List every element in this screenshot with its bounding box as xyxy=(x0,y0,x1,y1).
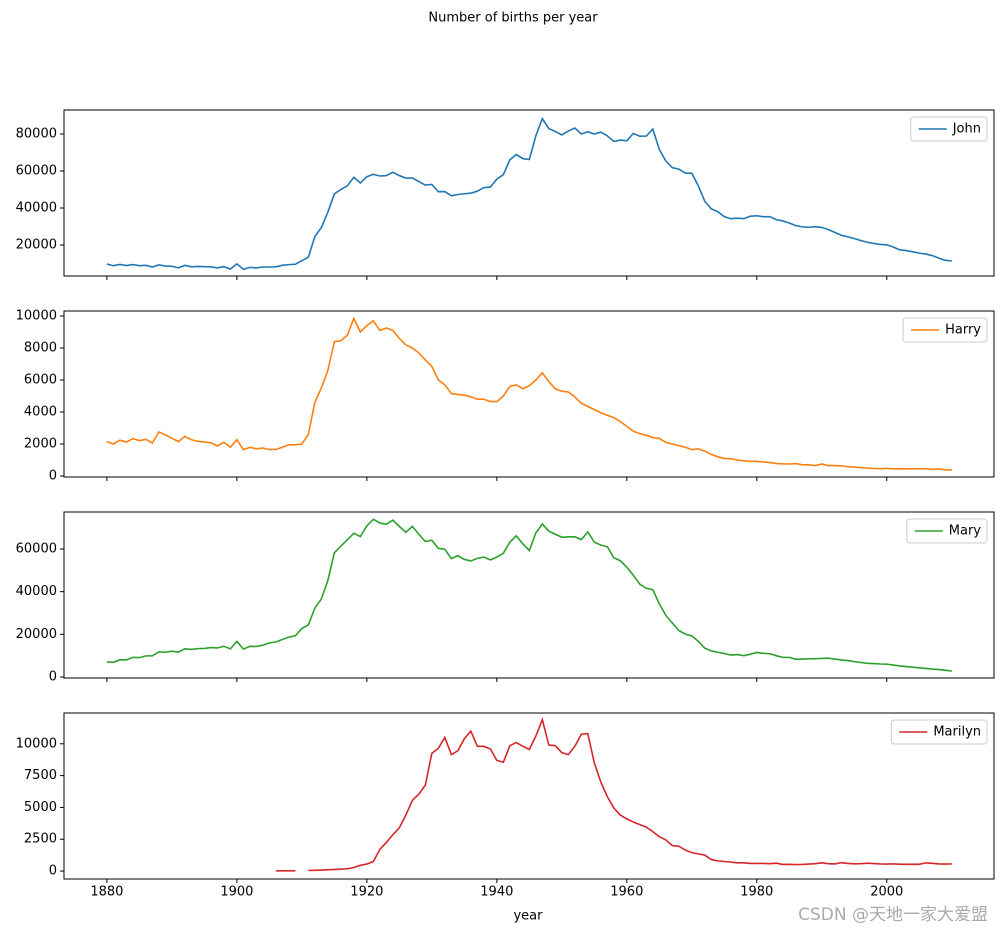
x-tick-label: 1900 xyxy=(220,885,253,900)
y-tick-label: 7500 xyxy=(24,768,57,783)
x-tick-label: 1920 xyxy=(350,885,383,900)
legend-box xyxy=(890,719,988,745)
y-tick-label: 0 xyxy=(49,864,57,879)
y-tick-label: 60000 xyxy=(16,163,57,178)
y-tick-label: 6000 xyxy=(24,372,57,387)
axes-frame xyxy=(63,310,995,478)
y-tick-label: 5000 xyxy=(24,800,57,815)
series-line xyxy=(275,717,952,872)
legend: Marilyn xyxy=(890,719,988,745)
y-tick-label: 40000 xyxy=(16,584,57,599)
x-tick-label: 1940 xyxy=(480,885,513,900)
legend: Harry xyxy=(902,317,988,343)
y-tick-label: 2000 xyxy=(24,437,57,452)
y-tick-label: 2500 xyxy=(24,832,57,847)
legend-box xyxy=(902,317,988,343)
series-line xyxy=(106,116,952,271)
y-tick-label: 8000 xyxy=(24,340,57,355)
y-tick-label: 4000 xyxy=(24,405,57,420)
x-tick-label: 1880 xyxy=(90,885,123,900)
x-axis-label: year xyxy=(513,909,543,924)
legend: John xyxy=(910,116,988,142)
y-tick-label: 20000 xyxy=(16,627,57,642)
legend-label: Harry xyxy=(945,323,981,338)
y-tick-label: 20000 xyxy=(16,237,57,252)
axes-frame xyxy=(63,109,995,277)
x-tick-label: 2000 xyxy=(870,885,903,900)
y-tick-label: 10000 xyxy=(16,308,57,323)
y-tick-label: 0 xyxy=(49,669,57,684)
series-line xyxy=(106,316,952,471)
y-tick-label: 60000 xyxy=(16,541,57,556)
legend-box xyxy=(906,518,988,544)
legend: Mary xyxy=(906,518,988,544)
legend-label: Mary xyxy=(949,524,982,539)
x-tick-label: 1960 xyxy=(610,885,643,900)
y-tick-label: 0 xyxy=(49,469,57,484)
legend-box xyxy=(910,116,988,142)
x-tick-label: 1980 xyxy=(740,885,773,900)
y-tick-label: 40000 xyxy=(16,200,57,215)
legend-label: John xyxy=(952,122,981,137)
y-tick-label: 80000 xyxy=(16,126,57,141)
series-line xyxy=(106,518,952,672)
y-tick-label: 10000 xyxy=(16,736,57,751)
axes-frame xyxy=(63,511,995,679)
watermark: CSDN @天地一家大爱盟 xyxy=(798,905,988,925)
figure-title: Number of births per year xyxy=(428,11,598,26)
axes-frame xyxy=(63,712,995,880)
legend-label: Marilyn xyxy=(933,725,981,740)
